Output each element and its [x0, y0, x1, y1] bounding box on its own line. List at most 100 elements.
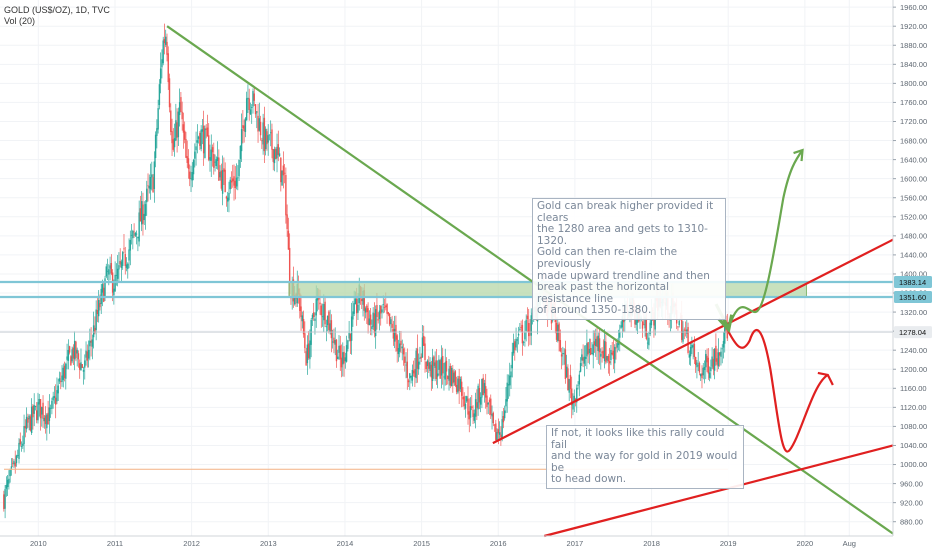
candle-body — [447, 376, 449, 380]
candle-body — [13, 460, 15, 465]
candle-body — [68, 346, 71, 353]
candle-body — [378, 310, 381, 320]
candle-body — [722, 340, 725, 348]
candle-body — [234, 180, 236, 189]
candle-body — [433, 356, 435, 366]
candle-body — [294, 295, 296, 305]
candle-body — [620, 325, 622, 328]
candle-body — [76, 349, 78, 354]
candle-body — [211, 147, 214, 153]
candle-body — [120, 261, 123, 268]
candle-body — [22, 443, 24, 446]
candle-body — [210, 149, 212, 161]
candle-body — [151, 174, 153, 178]
candle-body — [603, 341, 606, 362]
candle-body — [563, 353, 565, 355]
candle-body — [315, 298, 317, 316]
candle-body — [510, 371, 512, 378]
candle-body — [335, 339, 338, 362]
candle-body — [144, 204, 147, 216]
candle-body — [516, 339, 519, 341]
candle-body — [235, 177, 238, 187]
candle-body — [33, 405, 35, 414]
candle-body — [285, 174, 287, 216]
candle-body — [505, 399, 507, 407]
candle-body — [213, 153, 215, 168]
candle-body — [10, 466, 13, 469]
candle-body — [182, 124, 185, 133]
price-tick-label: 1920.00 — [900, 22, 927, 31]
bullish-scenario-note[interactable]: Gold can break higher provided it clears… — [532, 198, 726, 320]
candle-body — [79, 363, 81, 370]
candle-body — [416, 348, 419, 369]
candle-body — [220, 170, 223, 189]
candle-body — [192, 160, 195, 175]
uptrend-line — [492, 238, 894, 445]
candle-body — [214, 161, 216, 163]
price-level-label: 1383.14 — [899, 278, 926, 287]
candle-body — [253, 93, 255, 101]
candle-body — [18, 442, 20, 459]
candle-body — [301, 315, 304, 322]
candle-body — [399, 343, 401, 352]
candle-body — [717, 352, 720, 367]
candle-body — [223, 168, 225, 172]
candle-body — [147, 185, 149, 187]
candle-body — [142, 204, 144, 224]
time-tick-label: 2016 — [490, 539, 507, 548]
candle-body — [248, 98, 250, 111]
bearish-scenario-note[interactable]: If not, it looks like this rally could f… — [546, 425, 744, 489]
candle-body — [19, 439, 21, 445]
candle-body — [27, 418, 29, 423]
candle-body — [251, 107, 253, 108]
candle-body — [492, 412, 494, 424]
candle-body — [344, 357, 347, 362]
candle-body — [199, 132, 201, 146]
candle-body — [219, 172, 221, 178]
candle-body — [125, 264, 128, 268]
candle-body — [616, 343, 618, 348]
candles — [3, 23, 728, 519]
price-tick-label: 1480.00 — [900, 232, 927, 241]
candle-body — [619, 331, 621, 338]
candle-body — [239, 145, 242, 159]
candle-body — [352, 311, 354, 320]
candle-body — [312, 312, 315, 318]
price-tick-label: 1600.00 — [900, 174, 927, 183]
candle-body — [471, 406, 473, 409]
candle-body — [643, 324, 645, 326]
time-axis[interactable]: 2010 2011 2012 2013 2014 2015 2016 2017 2018 2019… — [0, 535, 893, 548]
candle-body — [515, 338, 517, 348]
candle-body — [321, 316, 324, 318]
candle-body — [46, 414, 48, 429]
candle-body — [439, 360, 441, 379]
candle-body — [490, 398, 492, 415]
candle-body — [467, 398, 469, 415]
candle-body — [391, 323, 393, 328]
candle-body — [380, 305, 382, 314]
candle-body — [34, 405, 37, 408]
price-level-badge — [894, 291, 932, 304]
candle-body — [595, 338, 597, 347]
price-tick-label: 1520.00 — [900, 212, 927, 221]
candle-body — [6, 479, 9, 488]
candle-body — [277, 144, 279, 155]
candle-body — [486, 395, 488, 408]
candle-body — [340, 357, 343, 368]
candle-body — [70, 356, 72, 366]
candle-body — [119, 261, 121, 265]
price-axis[interactable]: 880.00 920.00 960.00 1000.00 1040.00 1080.00 1… — [892, 0, 932, 550]
candle-body — [381, 309, 383, 313]
grid — [0, 0, 893, 536]
candle-body — [157, 108, 159, 130]
candle-body — [600, 353, 602, 357]
candle-body — [419, 357, 421, 359]
candle-body — [307, 343, 310, 358]
candle-body — [396, 335, 398, 352]
candle-body — [357, 304, 359, 313]
candle-body — [101, 284, 104, 293]
price-tick-label: 1960.00 — [900, 3, 927, 12]
candle-body — [591, 352, 593, 354]
candle-body — [460, 381, 463, 396]
candle-body — [512, 342, 515, 354]
